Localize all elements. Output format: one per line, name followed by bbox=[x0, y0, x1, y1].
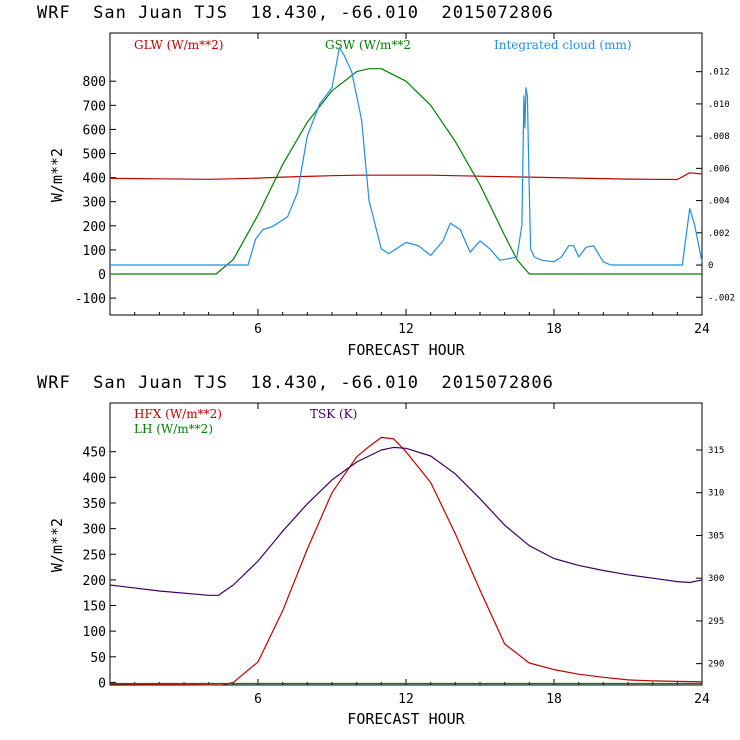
chart-1-xtick-label: 6 bbox=[254, 322, 262, 337]
chart-2-y2tick-label: 305 bbox=[708, 531, 724, 541]
chart-1-y2tick-label: .006 bbox=[708, 164, 730, 174]
legend-glw: GLW (W/m**2) bbox=[134, 38, 223, 52]
chart-2-xlabel: FORECAST HOUR bbox=[347, 710, 465, 728]
chart-2-y2tick-label: 315 bbox=[708, 446, 724, 456]
chart-2-title: WRF San Juan TJS 18.430, -66.010 2015072… bbox=[37, 373, 554, 393]
chart-1-ylabel: W/m**2 bbox=[48, 148, 66, 202]
chart-1-ytick-label: 800 bbox=[83, 75, 106, 90]
chart-1-series-glw bbox=[109, 172, 703, 181]
chart-1-title: WRF San Juan TJS 18.430, -66.010 2015072… bbox=[37, 3, 554, 23]
chart-1-ytick-label: 0 bbox=[98, 268, 106, 283]
chart-1-y2tick-label: -.002 bbox=[708, 293, 735, 303]
chart-2-y2tick-label: 295 bbox=[708, 617, 724, 627]
chart-1-series-gsw bbox=[110, 68, 702, 275]
legend-integrated-cloud: Integrated cloud (mm) bbox=[494, 38, 632, 52]
chart-1-y2tick-label: .008 bbox=[708, 132, 730, 142]
chart-2-xtick-label: 6 bbox=[254, 692, 262, 707]
chart-1-xtick-label: 24 bbox=[694, 322, 710, 337]
chart-1-y2tick-label: 0 bbox=[708, 261, 713, 271]
chart-1-series-integrated bbox=[110, 46, 703, 266]
chart-1-xtick-label: 18 bbox=[546, 322, 562, 337]
chart-1-ytick-label: 200 bbox=[83, 220, 106, 235]
chart-1-ytick-label: 300 bbox=[83, 196, 106, 211]
chart-2-ytick-label: 200 bbox=[83, 574, 106, 589]
chart-2-y2tick-label: 290 bbox=[708, 660, 724, 670]
chart-2-frame bbox=[109, 402, 703, 686]
legend-hfx: HFX (W/m**2) bbox=[134, 407, 222, 421]
chart-1-xlabel: FORECAST HOUR bbox=[347, 341, 465, 359]
chart-2-xtick-label: 18 bbox=[546, 692, 562, 707]
chart-2-ylabel: W/m**2 bbox=[48, 518, 66, 572]
chart-2-ytick-label: 300 bbox=[83, 523, 106, 538]
chart-2-series-tsk bbox=[109, 446, 703, 596]
chart-2-ytick-label: 150 bbox=[83, 600, 106, 615]
chart-1-xtick-label: 12 bbox=[398, 322, 414, 337]
chart-2-series-hfx bbox=[109, 436, 703, 686]
chart-1-ytick-label: 500 bbox=[83, 148, 106, 163]
chart-1-frame bbox=[109, 32, 703, 316]
chart-1-y2tick-label: .002 bbox=[708, 229, 730, 239]
chart-1-ytick-label: 100 bbox=[83, 244, 106, 259]
chart-2-y2tick-label: 300 bbox=[708, 574, 724, 584]
chart-1-y2tick-label: .004 bbox=[708, 197, 730, 207]
chart-1-ytick-label: 700 bbox=[83, 99, 106, 114]
chart-1-y2tick-label: .012 bbox=[708, 68, 730, 78]
chart-2-ytick-label: 50 bbox=[90, 651, 106, 666]
chart-1-ytick-label: 600 bbox=[83, 123, 106, 138]
chart-1-ytick-label: -100 bbox=[75, 292, 106, 307]
chart-2-ytick-label: 250 bbox=[83, 548, 106, 563]
chart-1-y2tick-label: .010 bbox=[708, 100, 730, 110]
legend-gsw: GSW (W/m**2 bbox=[325, 38, 411, 52]
chart-2-ytick-label: 100 bbox=[83, 625, 106, 640]
legend-tsk: TSK (K) bbox=[310, 407, 357, 421]
chart-2-xtick-label: 12 bbox=[398, 692, 414, 707]
chart-2-ytick-label: 0 bbox=[98, 676, 106, 691]
chart-2-ytick-label: 400 bbox=[83, 471, 106, 486]
chart-2-ytick-label: 450 bbox=[83, 446, 106, 461]
chart-2-xtick-label: 24 bbox=[694, 692, 710, 707]
chart-1-ytick-label: 400 bbox=[83, 172, 106, 187]
chart-2-y2tick-label: 310 bbox=[708, 489, 724, 499]
chart-2-ytick-label: 350 bbox=[83, 497, 106, 512]
legend-lh: LH (W/m**2) bbox=[134, 422, 213, 436]
